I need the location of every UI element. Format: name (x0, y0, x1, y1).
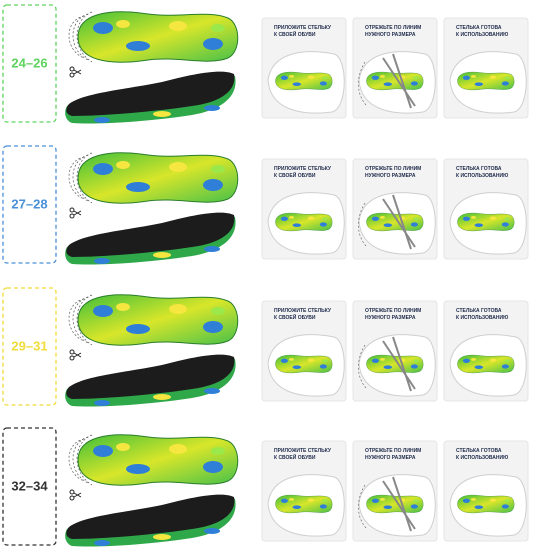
insole-in-shoe (457, 354, 515, 374)
size-label: 32–34 (11, 478, 48, 493)
insole-bottom (65, 354, 236, 407)
cut-line (358, 484, 368, 530)
step-text: К ИСПОЛЬЗОВАНИЮ (456, 173, 508, 179)
scissors-ring (69, 349, 75, 355)
trim-line (68, 156, 85, 200)
scissors-icon (69, 207, 82, 219)
step-text: ПРИЛОЖИТЕ СТЕЛЬКУ (274, 448, 332, 454)
step-text: СТЕЛЬКА ГОТОВА (456, 166, 502, 172)
step-text: СТЕЛЬКА ГОТОВА (456, 448, 502, 454)
scissors-icon (69, 349, 82, 361)
scissors-blade (73, 492, 82, 498)
size-box (2, 145, 57, 264)
step-text: ПРИЛОЖИТЕ СТЕЛЬКУ (274, 166, 332, 172)
scissors-icon (69, 66, 82, 78)
insole-top (77, 152, 239, 204)
scissors-ring (69, 355, 75, 361)
scissors-blade (73, 69, 82, 75)
insole-top (77, 11, 239, 63)
step-text: К СВОЕЙ ОБУВИ (274, 30, 316, 38)
trim-line (76, 434, 93, 486)
scissors-ring (69, 66, 75, 72)
trim-line (76, 11, 93, 63)
scissors-ring (69, 207, 75, 213)
step-text: ПРИЛОЖИТЕ СТЕЛЬКУ (274, 25, 332, 31)
insole-in-shoe (275, 71, 333, 91)
step-text: К ИСПОЛЬЗОВАНИЮ (456, 315, 508, 321)
insole-in-shoe (457, 71, 515, 91)
scissors-tool (382, 476, 416, 532)
insole-in-shoe (457, 212, 515, 232)
step-text: ПРИЛОЖИТЕ СТЕЛЬКУ (274, 308, 332, 314)
trim-line (68, 438, 85, 482)
scissors-icon (69, 489, 82, 501)
scissors-ring (69, 213, 75, 219)
scissors-blade (73, 210, 82, 216)
insole-in-shoe (275, 212, 333, 232)
scissors-tool (382, 194, 416, 250)
step-text: ОТРЕЖЬТЕ ПО ЛИНИМ (365, 448, 421, 454)
size-label: 24–26 (11, 55, 47, 70)
cut-line (358, 61, 368, 107)
step-text: НУЖНОГО РАЗМЕРА (365, 173, 416, 179)
step-text: К ИСПОЛЬЗОВАНИЮ (456, 32, 508, 38)
trim-line (68, 15, 85, 59)
step-text: НУЖНОГО РАЗМЕРА (365, 315, 416, 321)
trim-line (68, 298, 85, 342)
insole-bottom (65, 212, 236, 265)
size-box (2, 4, 57, 123)
size-box (2, 287, 57, 406)
insole-bottom (65, 71, 236, 124)
insole-top (77, 294, 239, 346)
size-box (2, 427, 57, 546)
scissors-ring (69, 489, 75, 495)
insole-in-shoe (457, 494, 515, 514)
scissors-tool (382, 336, 416, 392)
scissors-tool (382, 53, 416, 109)
scissors-ring (69, 72, 75, 78)
step-text: ОТРЕЖЬТЕ ПО ЛИНИМ (365, 166, 421, 172)
size-label: 29–31 (11, 338, 47, 353)
step-text: СТЕЛЬКА ГОТОВА (456, 308, 502, 314)
step-text: К СВОЕЙ ОБУВИ (274, 453, 316, 461)
scissors-ring (69, 495, 75, 501)
step-text: К СВОЕЙ ОБУВИ (274, 171, 316, 179)
step-text: СТЕЛЬКА ГОТОВА (456, 25, 502, 31)
trim-line (76, 294, 93, 346)
step-text: ОТРЕЖЬТЕ ПО ЛИНИМ (365, 25, 421, 31)
trim-line (76, 152, 93, 204)
step-text: К СВОЕЙ ОБУВИ (274, 313, 316, 321)
size-label: 27–28 (11, 196, 47, 211)
insole-bottom (65, 494, 236, 547)
step-text: НУЖНОГО РАЗМЕРА (365, 455, 416, 461)
scissors-blade (73, 352, 82, 358)
step-text: НУЖНОГО РАЗМЕРА (365, 32, 416, 38)
insole-in-shoe (275, 494, 333, 514)
cut-line (358, 202, 368, 248)
cut-line (358, 344, 368, 390)
insole-top (77, 434, 239, 486)
step-text: К ИСПОЛЬЗОВАНИЮ (456, 455, 508, 461)
insole-in-shoe (275, 354, 333, 374)
step-text: ОТРЕЖЬТЕ ПО ЛИНИМ (365, 308, 421, 314)
